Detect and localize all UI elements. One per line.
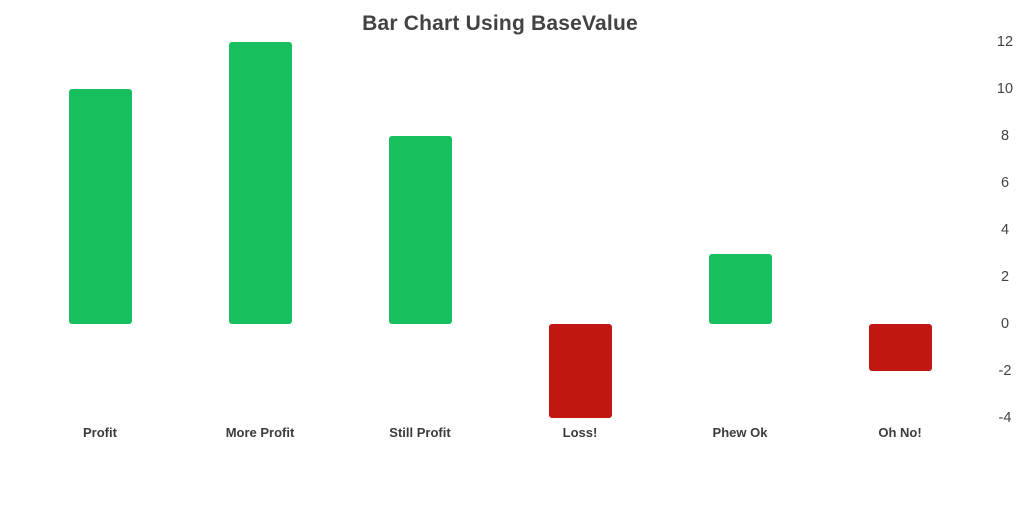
y-tick-0: 0	[1000, 316, 1010, 332]
y-tick-4: 4	[1000, 222, 1010, 238]
bar-loss[interactable]	[548, 324, 612, 418]
bar-oh-no[interactable]	[868, 324, 932, 371]
y-tick-neg2: -2	[998, 363, 1012, 379]
x-label-more-profit: More Profit	[225, 425, 295, 440]
y-tick-6: 6	[1000, 175, 1010, 191]
y-tick-8: 8	[1000, 128, 1010, 144]
x-label-phew-ok: Phew Ok	[712, 425, 768, 440]
x-label-loss: Loss!	[562, 425, 598, 440]
x-label-profit: Profit	[83, 425, 117, 440]
bar-profit[interactable]	[68, 89, 132, 324]
bar-still-profit[interactable]	[388, 136, 452, 324]
bar-phew-ok[interactable]	[708, 253, 772, 324]
y-tick-2: 2	[1000, 269, 1010, 285]
bar-more-profit[interactable]	[228, 42, 292, 324]
x-label-still-profit: Still Profit	[389, 425, 451, 440]
y-tick-12: 12	[996, 34, 1014, 50]
y-tick-10: 10	[996, 81, 1014, 97]
x-label-oh-no: Oh No!	[878, 425, 922, 440]
chart-title: Bar Chart Using BaseValue	[362, 12, 638, 35]
y-tick-neg4: -4	[998, 410, 1012, 426]
